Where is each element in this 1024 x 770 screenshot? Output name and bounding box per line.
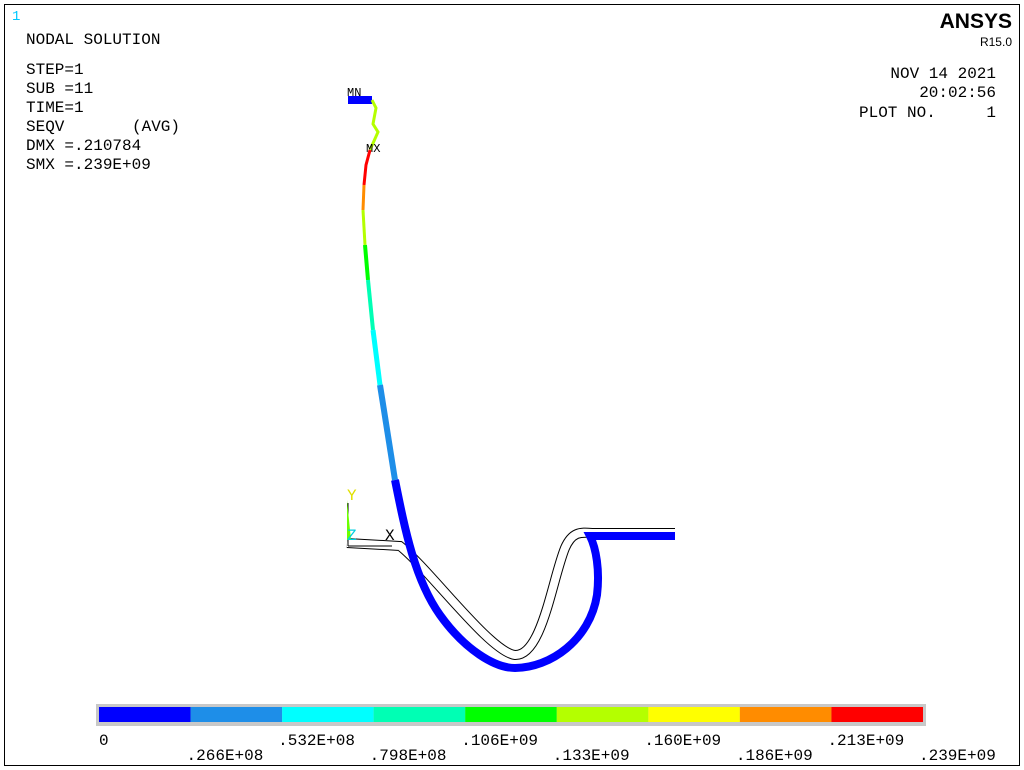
legend-color xyxy=(648,707,740,722)
legend-label: .160E+09 xyxy=(644,732,721,750)
legend-color xyxy=(190,707,283,722)
averaging: (AVG) xyxy=(132,118,180,136)
axis-triad: Y Z X xyxy=(347,487,395,547)
title: NODAL SOLUTION xyxy=(26,31,160,49)
plot-no-label: PLOT NO. xyxy=(859,104,936,122)
legend: 0 .266E+08 .532E+08 .798E+08 .106E+09 .133E+0… xyxy=(99,707,996,765)
plot-no: 1 xyxy=(986,104,996,122)
legend-color xyxy=(282,707,374,722)
legend-label: .532E+08 xyxy=(278,732,355,750)
min-marker: MN xyxy=(347,86,361,100)
legend-label: .266E+08 xyxy=(187,747,264,765)
frame xyxy=(4,4,1020,766)
legend-label: .213E+09 xyxy=(827,732,904,750)
max-marker: MX xyxy=(366,142,380,156)
undeformed-shape xyxy=(346,527,675,660)
dmx: DMX =.210784 xyxy=(26,137,141,155)
result: SEQV xyxy=(26,118,65,136)
legend-label: .798E+08 xyxy=(370,747,447,765)
legend-color xyxy=(831,707,923,722)
triad-z: Z xyxy=(347,527,357,545)
legend-label: .133E+09 xyxy=(553,747,630,765)
brand: ANSYS xyxy=(940,10,1012,33)
legend-color xyxy=(465,707,557,722)
legend-label: .239E+09 xyxy=(919,747,996,765)
time: TIME=1 xyxy=(26,99,84,117)
legend-label: .186E+09 xyxy=(736,747,813,765)
legend-label: 0 xyxy=(99,732,109,750)
legend-color xyxy=(99,707,191,722)
triad-y: Y xyxy=(347,487,357,505)
legend-color xyxy=(373,707,466,722)
substep: SUB =11 xyxy=(26,80,93,98)
legend-color xyxy=(739,707,832,722)
legend-color xyxy=(556,707,649,722)
deformed-shape xyxy=(348,96,675,673)
clock: 20:02:56 xyxy=(919,84,996,102)
triad-x: X xyxy=(385,527,395,545)
window-number: 1 xyxy=(12,9,20,25)
smx: SMX =.239E+09 xyxy=(26,156,151,174)
legend-label: .106E+09 xyxy=(461,732,538,750)
step: STEP=1 xyxy=(26,61,84,79)
version: R15.0 xyxy=(980,35,1012,49)
date: NOV 14 2021 xyxy=(890,65,996,83)
